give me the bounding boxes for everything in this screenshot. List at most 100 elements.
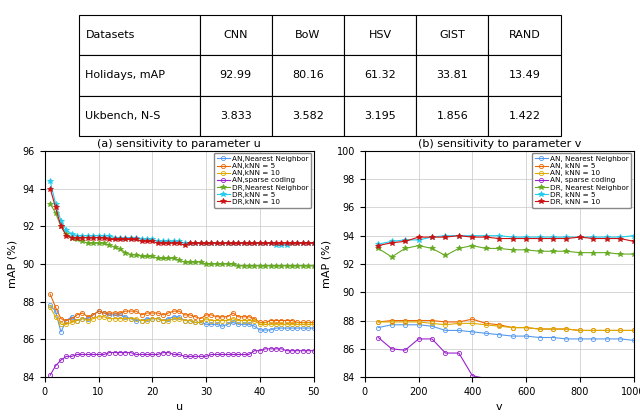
Line: DR, Nearest Neighbor: DR, Nearest Neighbor (376, 243, 636, 260)
AN, kNN = 5 (388, 318, 396, 323)
DR,kNN = 10 (294, 241, 301, 246)
AN,Nearest Neighbor (283, 326, 291, 331)
DR, kNN = 5 (495, 233, 503, 238)
DR,kNN = 5 (288, 241, 296, 246)
AN,sparse coding (52, 363, 60, 368)
AN, kNN = 5 (522, 325, 530, 330)
DR,kNN = 10 (143, 239, 151, 244)
DR,kNN = 5 (261, 241, 269, 246)
AN,sparse coding (251, 348, 259, 353)
AN,sparse coding (46, 373, 54, 378)
DR,kNN = 10 (148, 239, 156, 244)
AN,Nearest Neighbor (63, 318, 70, 323)
AN, Nearest Neighbor (603, 336, 611, 341)
DR,kNN = 10 (197, 241, 205, 246)
DR,kNN = 5 (79, 233, 86, 238)
AN,kNN = 5 (73, 313, 81, 318)
AN,Nearest Neighbor (272, 326, 280, 331)
DR,kNN = 5 (299, 241, 307, 246)
Legend: AN, Nearest Neighbor, AN, kNN = 5, AN, kNN = 10, AN, sparse coding, DR, Nearest : AN, Nearest Neighbor, AN, kNN = 5, AN, k… (532, 153, 632, 208)
AN,kNN = 10 (310, 322, 317, 327)
AN,sparse coding (138, 352, 145, 357)
AN, kNN = 5 (455, 319, 463, 324)
AN,kNN = 5 (310, 320, 317, 325)
AN,sparse coding (272, 347, 280, 352)
AN,sparse coding (175, 352, 183, 357)
AN, Nearest Neighbor (388, 322, 396, 327)
DR,kNN = 10 (73, 235, 81, 240)
DR,kNN = 5 (294, 241, 301, 246)
AN,kNN = 5 (256, 320, 264, 325)
AN,sparse coding (294, 348, 301, 353)
DR, kNN = 5 (576, 235, 584, 240)
DR,Nearest Neighbor (294, 263, 301, 268)
AN,sparse coding (106, 350, 113, 355)
AN, kNN = 5 (428, 318, 436, 323)
DR,Nearest Neighbor (224, 261, 232, 266)
AN, kNN = 5 (630, 328, 637, 333)
AN, Nearest Neighbor (482, 331, 490, 336)
Line: DR, kNN = 10: DR, kNN = 10 (376, 233, 636, 248)
DR,Nearest Neighbor (245, 263, 253, 268)
Title: (b) sensitivity to parameter v: (b) sensitivity to parameter v (417, 139, 581, 149)
DR, kNN = 10 (616, 236, 624, 241)
DR, Nearest Neighbor (428, 246, 436, 251)
DR,kNN = 10 (164, 241, 172, 246)
AN, Nearest Neighbor (536, 335, 543, 340)
DR,Nearest Neighbor (240, 263, 248, 268)
AN,kNN = 10 (95, 314, 102, 319)
AN,Nearest Neighbor (305, 326, 312, 331)
DR, Nearest Neighbor (522, 247, 530, 252)
DR,kNN = 5 (197, 241, 205, 246)
AN,kNN = 10 (229, 316, 237, 321)
DR,kNN = 5 (154, 239, 161, 244)
AN, Nearest Neighbor (563, 336, 570, 341)
DR,Nearest Neighbor (95, 241, 102, 246)
DR,kNN = 10 (68, 235, 76, 240)
AN, sparse coding (589, 379, 597, 384)
AN,Nearest Neighbor (229, 320, 237, 325)
AN,kNN = 5 (180, 313, 188, 318)
AN,kNN = 10 (116, 316, 124, 321)
AN,kNN = 5 (57, 316, 65, 321)
AN,sparse coding (159, 350, 167, 355)
AN,kNN = 10 (84, 318, 92, 323)
DR,kNN = 5 (213, 241, 221, 246)
AN,kNN = 5 (52, 305, 60, 310)
AN,Nearest Neighbor (127, 316, 134, 321)
AN, Nearest Neighbor (509, 334, 516, 339)
AN, kNN = 10 (616, 328, 624, 333)
AN,kNN = 5 (100, 310, 108, 316)
AN, kNN = 10 (468, 321, 476, 326)
AN, sparse coding (468, 373, 476, 378)
DR,Nearest Neighbor (299, 263, 307, 268)
DR,kNN = 10 (310, 241, 317, 246)
AN, sparse coding (482, 376, 490, 381)
Line: DR,kNN = 5: DR,kNN = 5 (47, 178, 316, 248)
AN,sparse coding (207, 352, 215, 357)
DR,Nearest Neighbor (207, 261, 215, 266)
AN, sparse coding (563, 378, 570, 383)
DR, kNN = 5 (563, 235, 570, 240)
AN,Nearest Neighbor (122, 314, 129, 319)
AN,sparse coding (240, 352, 248, 357)
DR,kNN = 10 (186, 241, 194, 246)
DR, kNN = 10 (536, 236, 543, 241)
AN,kNN = 5 (79, 310, 86, 316)
AN,sparse coding (111, 350, 118, 355)
DR,kNN = 5 (111, 235, 118, 240)
DR,Nearest Neighbor (256, 263, 264, 268)
DR,kNN = 10 (283, 241, 291, 246)
AN,kNN = 5 (164, 310, 172, 316)
AN,kNN = 10 (218, 318, 226, 323)
DR,kNN = 5 (207, 241, 215, 246)
DR,kNN = 10 (278, 241, 285, 246)
AN, kNN = 10 (576, 328, 584, 333)
AN,kNN = 10 (143, 318, 151, 323)
AN,kNN = 5 (154, 310, 161, 316)
DR,Nearest Neighbor (197, 260, 205, 265)
DR,kNN = 5 (251, 241, 259, 246)
DR,kNN = 10 (213, 241, 221, 246)
AN,sparse coding (143, 352, 151, 357)
DR,kNN = 5 (46, 178, 54, 184)
